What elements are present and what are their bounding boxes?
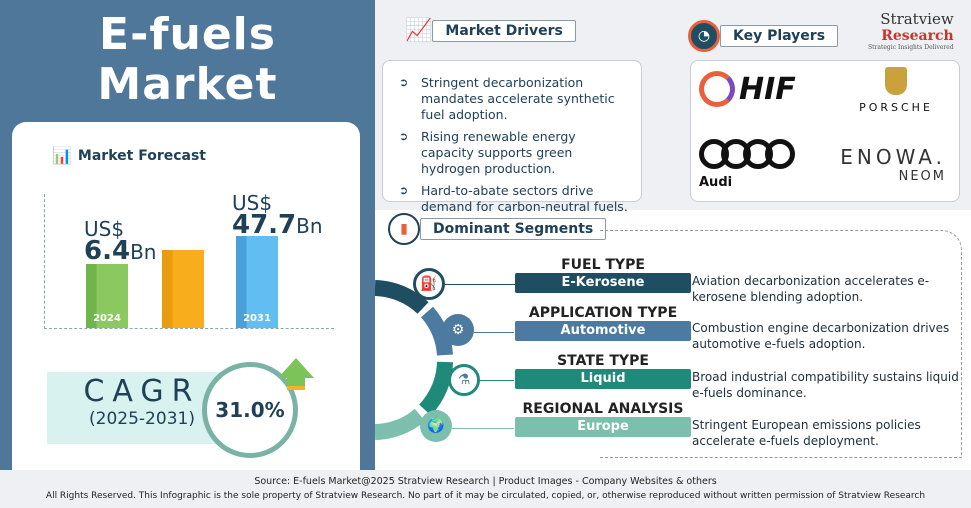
segment-value: Europe [515, 417, 691, 437]
bar-year-label: 2024 [93, 313, 121, 324]
title-line1: E-fuels [99, 9, 276, 60]
page-title: E-fuels Market [0, 10, 375, 110]
segment-state-type: STATE TYPE Liquid [515, 353, 691, 389]
drivers-header: 📈 Market Drivers [405, 18, 576, 43]
porsche-crest-icon [885, 67, 907, 95]
footer-rights: All Rights Reserved. This Infographic is… [45, 491, 926, 501]
connector [474, 332, 514, 333]
porsche-text: PORSCHE [859, 101, 933, 114]
logo-audi: Audi [699, 139, 795, 190]
cagr-value: 31.0% [215, 398, 285, 422]
up-arrow-icon [278, 358, 314, 378]
fuel-can-icon: ⛽ [413, 268, 445, 300]
gear-window-icon: ⚙ [442, 314, 474, 346]
drivers-box: Stringent decarbonization mandates accel… [382, 60, 642, 214]
logo-porsche: PORSCHE [841, 67, 951, 114]
segment-application-type: APPLICATION TYPE Automotive [515, 305, 691, 341]
unit: Bn [130, 240, 157, 264]
segments-header: ▮ Dominant Segments [388, 213, 607, 245]
cagr-label: CAGR [83, 374, 201, 409]
players-header: ◔ Key Players [688, 20, 839, 52]
logo-enowa: ENOWA. NEOM [826, 145, 946, 184]
forecast-card: 📊 Market Forecast 2024 2031 US$ 6.4Bn US$… [12, 122, 360, 472]
footer: Source: E-fuels Market@2025 Stratview Re… [0, 470, 971, 508]
value: 47.7 [232, 210, 297, 240]
driver-item: Stringent decarbonization mandates accel… [393, 75, 631, 123]
start-value: US$ 6.4Bn [84, 217, 157, 266]
unit: Bn [296, 214, 323, 238]
segments-bars-icon: ▮ [388, 213, 420, 245]
players-chart-icon: ◔ [688, 20, 720, 52]
bar-middle [162, 250, 204, 328]
players-heading: Key Players [720, 25, 839, 47]
segment-value: E-Kerosene [515, 273, 691, 293]
value: 6.4 [84, 236, 131, 266]
segment-value: Automotive [515, 321, 691, 341]
segment-title: FUEL TYPE [561, 257, 645, 273]
segment-title: REGIONAL ANALYSIS [522, 401, 684, 417]
segment-desc: Aviation decarbonization accelerates e-k… [692, 274, 930, 304]
segment-desc: Combustion engine decarbonization drives… [692, 321, 950, 351]
segments-heading: Dominant Segments [420, 218, 607, 240]
stratview-logo: Stratview Research Strategic Insights De… [868, 10, 954, 51]
segment-value: Liquid [515, 369, 691, 389]
segment-regional-analysis: REGIONAL ANALYSIS Europe [515, 401, 691, 437]
bar-2024: 2024 [86, 264, 128, 328]
x-axis [44, 328, 334, 329]
segments-frame [600, 230, 962, 458]
neom-text: NEOM [898, 169, 946, 184]
driver-item: Hard-to-abate sectors drive demand for c… [393, 183, 631, 215]
audi-text: Audi [699, 175, 733, 190]
hif-swirl-icon [699, 71, 735, 107]
currency: US$ [84, 217, 125, 241]
segment-fuel-type: FUEL TYPE E-Kerosene [515, 257, 691, 293]
ring-arc-1 [375, 280, 429, 314]
bar-chart-icon: 📊 [52, 146, 72, 165]
segment-desc: Stringent European emissions policies ac… [692, 418, 921, 448]
driver-item: Rising renewable energy capacity support… [393, 129, 631, 177]
logo-hif: HIF [699, 71, 796, 107]
bar-area: 2024 2031 [44, 182, 334, 328]
cagr-period: (2025-2031) [89, 409, 195, 429]
forecast-heading: Market Forecast [77, 147, 206, 164]
ring-arc-3 [419, 361, 453, 416]
segment-title: APPLICATION TYPE [528, 305, 678, 321]
bar-2031: 2031 [236, 236, 278, 328]
forecast-header: 📊 Market Forecast [52, 146, 206, 165]
audi-rings-icon [699, 139, 795, 169]
drivers-heading: Market Drivers [432, 19, 576, 42]
segment-ring [375, 280, 453, 440]
ring-arc-4 [375, 408, 426, 440]
ring-arc-2 [420, 306, 453, 356]
growth-chart-icon: 📈 [405, 18, 433, 43]
liquid-flask-icon: ⚗ [448, 364, 480, 396]
brand-tagline: Strategic Insights Delivered [868, 44, 954, 51]
up-arrow-stem [287, 378, 305, 390]
cagr-circle: 31.0% [202, 362, 298, 458]
hif-text: HIF [739, 71, 796, 107]
title-line2: Market [97, 59, 278, 110]
connector [445, 284, 515, 285]
players-box: HIF PORSCHE Audi ENOWA. NEOM [690, 60, 960, 202]
connector [452, 428, 514, 429]
enowa-text: ENOWA. [840, 145, 946, 169]
footer-source: Source: E-fuels Market@2025 Stratview Re… [254, 476, 717, 487]
connector [480, 380, 514, 381]
y-axis [44, 194, 45, 329]
europe-map-icon: 🌍 [420, 410, 452, 442]
brand-sub: Research [881, 28, 954, 44]
currency: US$ [232, 191, 273, 215]
segment-desc: Broad industrial compatibility sustains … [692, 370, 959, 400]
segment-title: STATE TYPE [557, 353, 649, 369]
end-value: US$ 47.7Bn [232, 191, 323, 240]
bar-year-label: 2031 [243, 313, 271, 324]
brand-name: Stratview [880, 10, 954, 28]
